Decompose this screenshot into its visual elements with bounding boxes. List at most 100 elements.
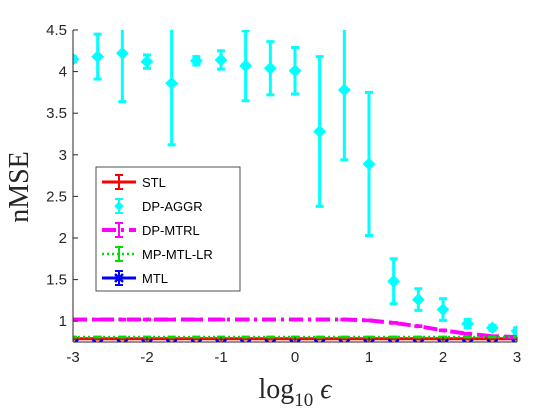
error-bar-mp-mtl-lr: [488, 335, 497, 339]
legend-label-mtl: MTL: [142, 271, 168, 286]
error-bar-mtl: [217, 344, 225, 345]
error-bar-mp-mtl-lr: [192, 335, 201, 339]
error-bar-dp-mtrl: [439, 328, 447, 333]
series-layer: [69, 30, 517, 345]
data-point-dp-aggr: [288, 64, 302, 78]
data-point-mtl: [264, 338, 277, 342]
data-point-dp-aggr: [362, 157, 376, 171]
x-tick-label: 1: [365, 349, 373, 366]
legend-label-mp-mtl-lr: MP-MTL-LR: [142, 247, 213, 262]
error-bar-dp-mtrl: [167, 317, 176, 322]
error-bar-mp-mtl-lr: [414, 335, 423, 339]
y-tick-label: 4: [59, 64, 67, 81]
data-point-dp-aggr: [411, 293, 425, 306]
data-point-mtl: [387, 338, 400, 342]
error-bar-dp-mtrl: [266, 317, 275, 322]
series-dp-aggr: [73, 30, 517, 338]
error-bar-mtl: [316, 344, 324, 345]
series-mtl: [69, 338, 517, 345]
x-axis-label: log10 ϵ: [258, 374, 333, 411]
data-point-dp-aggr: [239, 59, 253, 73]
data-point-mtl: [412, 338, 425, 342]
data-point-mtl: [73, 338, 79, 342]
legend-entry-stl: STL: [102, 174, 166, 190]
data-point-mtl: [363, 338, 375, 342]
error-bar-mtl: [291, 344, 299, 345]
data-point-dp-aggr: [91, 50, 105, 64]
data-point-mtl: [437, 338, 449, 342]
y-tick-label: 2.5: [46, 188, 67, 205]
x-axis-label-epsilon: ϵ: [320, 374, 333, 405]
error-bar-mtl: [94, 344, 102, 345]
error-bar-dp-mtrl: [143, 317, 151, 322]
error-bar-dp-mtrl: [93, 317, 102, 322]
y-axis-label: nMSE: [4, 151, 35, 223]
error-bar-mp-mtl-lr: [513, 335, 517, 339]
error-bar-mp-mtl-lr: [118, 335, 127, 339]
error-bar-mp-mtl-lr: [241, 335, 250, 339]
error-bar-dp-mtrl: [365, 318, 373, 323]
data-point-mtl: [190, 338, 203, 342]
legend-entry-mp-mtl-lr: MP-MTL-LR: [102, 246, 213, 262]
legend-label-stl: STL: [142, 175, 166, 190]
data-point-mtl: [215, 338, 227, 342]
error-bar-dp-mtrl: [414, 324, 423, 329]
error-bar-mp-mtl-lr: [73, 335, 77, 339]
error-bar-mtl: [464, 344, 472, 345]
data-point-dp-aggr: [189, 54, 203, 68]
error-bar-mtl: [192, 344, 200, 345]
data-point-dp-aggr: [73, 52, 80, 66]
y-tick-label: 1.5: [46, 272, 67, 289]
x-tick-label: -2: [140, 349, 153, 366]
error-bar-dp-mtrl: [389, 321, 398, 325]
error-bar-dp-mtrl: [315, 317, 324, 322]
error-bar-mtl: [390, 344, 398, 345]
error-bar-mp-mtl-lr: [266, 335, 275, 339]
error-bar-mp-mtl-lr: [389, 335, 398, 339]
error-bar-mp-mtl-lr: [315, 335, 324, 339]
data-point-mtl: [338, 338, 351, 342]
error-bar-mtl: [365, 344, 373, 345]
y-tick-label: 4.5: [46, 22, 67, 39]
x-tick-label: -3: [66, 349, 79, 366]
error-bar-mtl: [488, 344, 496, 345]
error-bar-dp-mtrl: [217, 317, 225, 322]
data-point-dp-aggr: [485, 321, 499, 335]
data-point-dp-aggr: [263, 61, 277, 75]
data-point-mtl: [511, 338, 517, 342]
data-point-dp-aggr: [436, 303, 450, 316]
x-tick-label: 0: [291, 349, 299, 366]
error-bar-mtl: [69, 344, 77, 345]
x-axis-label-space: [313, 374, 320, 405]
x-axis-label-subscript: 10: [294, 390, 313, 411]
error-bar-mtl: [118, 344, 126, 345]
error-bar-mtl: [414, 344, 422, 345]
data-point-dp-aggr: [165, 76, 179, 90]
x-tick-label: 2: [439, 349, 447, 366]
legend-entry-mtl: MTL: [102, 270, 168, 286]
x-tick-label: 3: [513, 349, 521, 366]
data-point-mtl: [141, 338, 153, 342]
x-tick-label: -1: [214, 349, 227, 366]
error-bar-mtl: [340, 344, 348, 345]
data-point-mtl: [461, 338, 474, 342]
data-point-mtl: [165, 338, 178, 342]
legend-marker-dp-aggr: [114, 201, 124, 211]
data-point-dp-aggr: [115, 46, 129, 60]
data-point-dp-aggr: [461, 317, 475, 331]
data-point-mtl: [313, 338, 326, 342]
data-point-dp-aggr: [313, 125, 327, 138]
data-point-dp-aggr: [337, 83, 351, 97]
error-bar-mtl: [266, 344, 274, 345]
y-tick-label: 2: [59, 230, 67, 247]
x-axis-label-log: log: [258, 374, 294, 405]
error-bar-dp-mtrl: [463, 331, 472, 336]
error-bar-dp-mtrl: [291, 317, 299, 322]
legend-label-dp-aggr: DP-AGGR: [142, 199, 203, 214]
legend: STL DP-AGGR DP-MTRL MP-MTL-LR MTL: [95, 166, 241, 292]
data-point-dp-aggr: [510, 324, 517, 338]
y-tick-label: 3.5: [46, 105, 67, 122]
legend-entry-dp-mtrl: DP-MTRL: [102, 222, 200, 238]
error-bar-dp-mtrl: [118, 317, 127, 322]
